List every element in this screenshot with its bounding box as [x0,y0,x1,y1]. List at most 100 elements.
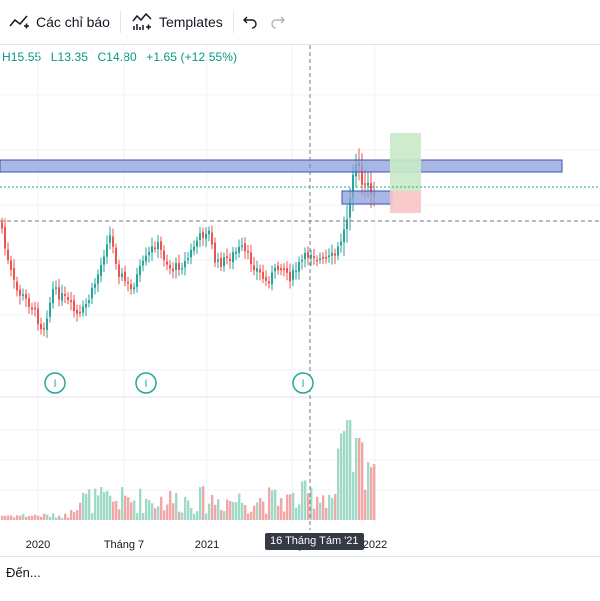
candle-body [184,261,186,268]
volume-bar [349,420,352,520]
candle-body [178,263,180,270]
volume-bar [133,500,136,520]
candle-body [253,265,255,270]
volume-bar [28,515,31,520]
candle-body [28,298,30,307]
candle-body [217,259,219,262]
candle-body [247,251,249,253]
volume-bar [241,502,244,520]
candle-body [331,252,333,256]
candle-body [226,256,228,259]
ohlc-high: H15.55 [2,50,42,64]
volume-bar [88,489,91,520]
volume-bar [52,513,55,520]
candle-body [55,287,57,289]
event-marker-label: I [53,378,56,390]
volume-bar [127,497,130,520]
volume-bar [139,488,142,520]
volume-bar [328,494,331,520]
volume-bar [238,493,241,520]
volume-bar [298,504,301,520]
candle-body [361,166,363,185]
candle-body [352,174,354,198]
candle-body [115,247,117,264]
candle-body [322,256,324,259]
undo-button[interactable] [236,6,264,38]
candle-body [31,307,33,310]
candle-body [40,323,42,330]
volume-bar [307,493,310,520]
volume-bar [364,489,367,520]
candle-body [94,284,96,288]
volume-bar [109,495,112,520]
volume-bar [142,513,145,520]
volume-bar [319,502,322,520]
candle-body [145,255,147,262]
candle-body [130,284,132,289]
candle-body [4,226,6,249]
volume-bar [235,502,238,520]
candle-body [328,255,330,258]
volume-bar [178,511,181,520]
candle-body [238,246,240,253]
indicators-icon [9,15,29,29]
candle-body [205,233,207,239]
event-marker-label: I [301,378,304,390]
candle-body [343,229,345,243]
candle-body [232,252,234,263]
templates-button[interactable]: Templates [123,6,231,38]
candle-body [241,245,243,247]
candle-body [304,253,306,260]
redo-button[interactable] [264,6,292,38]
candle-body [160,241,162,250]
candle-body [19,289,21,296]
volume-bar [304,480,307,520]
candle-body [190,250,192,258]
candle-body [334,253,336,256]
volume-bar [55,517,58,520]
toolbar-divider [232,11,234,33]
stop-loss-zone [390,191,421,213]
volume-bar [373,464,376,520]
volume-bar [7,515,10,520]
volume-bar [181,512,184,520]
candle-body [370,183,372,195]
volume-bar [343,431,346,520]
x-axis-tick-label: 2022 [363,539,387,551]
goto-date-button[interactable]: Đến... [6,565,41,580]
volume-bar [322,495,325,520]
volume-bar [166,504,169,520]
candle-body [67,297,69,301]
candle-body [298,261,300,272]
volume-bar [289,494,292,520]
candle-body [124,271,126,282]
candlesticks [1,148,375,338]
candle-body [142,260,144,266]
candle-body [151,246,153,253]
candle-body [100,264,102,276]
candle-body [235,251,237,254]
candle-body [301,259,303,262]
candle-body [265,277,267,281]
volume-bar [190,507,193,520]
candle-body [199,233,201,240]
volume-bar [337,448,340,520]
volume-bar [370,467,373,520]
volume-bar [22,514,25,520]
volume-bar [259,497,262,520]
volume-bar [367,462,370,520]
candle-body [16,281,18,291]
candle-body [277,265,279,270]
volume-bar [340,433,343,520]
candle-body [34,307,36,310]
candle-body [196,240,198,247]
candle-body [244,243,246,252]
candle-body [163,250,165,260]
candle-body [346,219,348,230]
indicators-button[interactable]: Các chỉ báo [0,6,118,38]
volume-bar [223,511,226,520]
volume-bar [73,512,76,520]
volume-bar [325,507,328,520]
candle-body [286,268,288,273]
